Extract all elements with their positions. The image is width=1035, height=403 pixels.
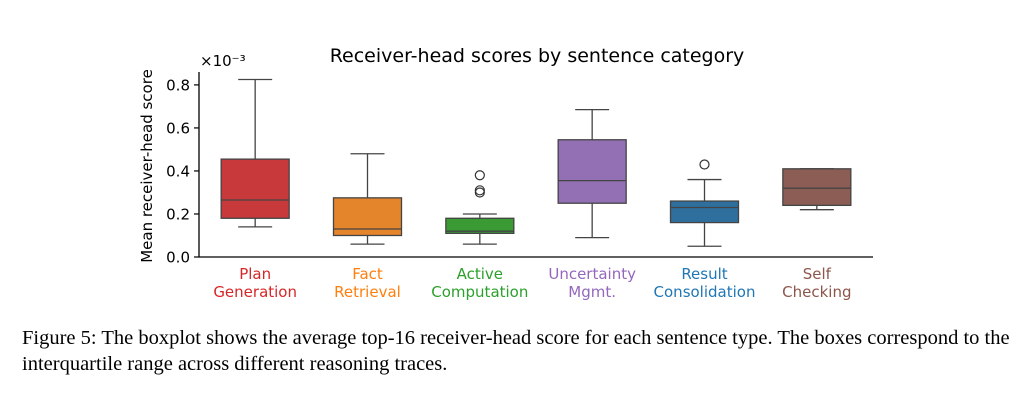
iqr-box xyxy=(445,217,515,234)
box-self xyxy=(782,168,852,211)
x-tick-label-line1: Uncertainty xyxy=(548,265,636,283)
x-tick-label-line1: Self xyxy=(803,265,832,283)
y-tick-label: 0.4 xyxy=(166,162,190,180)
x-tick-label-line2: Checking xyxy=(782,283,851,301)
iqr-box xyxy=(782,168,852,207)
outlier-point xyxy=(474,187,485,198)
x-tick-label-line2: Consolidation xyxy=(654,283,756,301)
box-fact xyxy=(332,153,403,245)
iqr-box xyxy=(557,139,627,204)
x-tick-label-line2: Computation xyxy=(431,283,528,301)
figure-caption: Figure 5: The boxplot shows the average … xyxy=(22,327,1010,375)
iqr-box xyxy=(669,200,740,224)
axes: 0.0 0.2 0.4 0.6 0.8 xyxy=(166,72,873,267)
y-tick-label: 0.6 xyxy=(166,119,190,137)
x-tick-label-line2: Mgmt. xyxy=(568,283,616,301)
box-plan xyxy=(220,78,290,228)
iqr-box xyxy=(332,197,403,237)
x-tick-label-line1: Result xyxy=(681,265,727,283)
outlier-point xyxy=(474,170,485,181)
x-tick-label-line1: Active xyxy=(457,265,503,283)
x-tick-label-line2: Generation xyxy=(213,283,297,301)
x-tick-label-line2: Retrieval xyxy=(334,283,401,301)
y-axis-label: Mean receiver-head score xyxy=(138,69,156,263)
box-active xyxy=(445,170,515,245)
x-tick-label-line1: Fact xyxy=(352,265,383,283)
boxplot-chart: Receiver-head scores by sentence categor… xyxy=(138,45,873,301)
boxes-group xyxy=(220,78,852,247)
y-scale-label: ×10⁻³ xyxy=(200,52,246,70)
y-tick-label: 0.0 xyxy=(166,249,190,267)
outlier-point xyxy=(699,159,710,170)
box-uncertainty xyxy=(557,108,627,239)
chart-title: Receiver-head scores by sentence categor… xyxy=(330,45,745,67)
iqr-box xyxy=(220,158,290,219)
outlier-point xyxy=(474,185,485,196)
box-result xyxy=(669,159,740,247)
y-tick-label: 0.8 xyxy=(166,76,190,94)
y-tick-label: 0.2 xyxy=(166,205,190,223)
x-tick-label-line1: Plan xyxy=(239,265,271,283)
